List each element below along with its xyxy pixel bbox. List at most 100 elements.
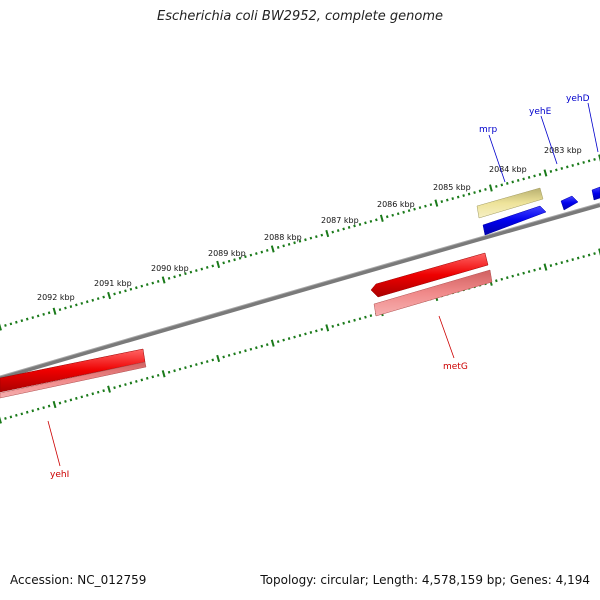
scale-label-2086: 2086 kbp [377, 200, 415, 209]
accession-text: Accession: NC_012759 [10, 573, 147, 587]
map-title: Escherichia coli BW2952, complete genome [157, 9, 443, 24]
outer-scale-minor-tick [342, 227, 345, 231]
outer-scale-minor-tick [347, 226, 351, 229]
gene-yehD-arrow[interactable] [591, 186, 600, 201]
inner-scale-minor-tick [500, 277, 504, 281]
inner-scale-minor-tick [331, 324, 335, 328]
inner-scale-minor-tick [25, 410, 29, 414]
leader-line-yehD [587, 102, 599, 153]
outer-scale-minor-tick [396, 212, 400, 216]
inner-scale-minor-tick [124, 383, 127, 386]
inner-scale-minor-tick [293, 335, 296, 339]
inner-scale-major-tick [598, 248, 600, 256]
inner-scale-minor-tick [522, 271, 525, 275]
inner-scale-minor-tick [282, 338, 285, 342]
inner-scale-minor-tick [184, 366, 187, 370]
inner-scale-minor-tick [495, 279, 498, 283]
genome-backbone-highlight [0, 202, 600, 377]
outer-scale-minor-tick [571, 164, 574, 167]
gene-label-yehD[interactable]: yehD [566, 94, 590, 104]
inner-scale-minor-tick [91, 392, 95, 396]
outer-scale-minor-tick [118, 290, 122, 294]
inner-scale-minor-tick [358, 317, 362, 321]
scale-label-2088: 2088 kbp [264, 233, 302, 242]
outer-scale-minor-tick [200, 267, 204, 271]
outer-scale-minor-tick [238, 256, 242, 260]
outer-scale-minor-tick [113, 292, 116, 296]
inner-scale-major-tick [107, 385, 111, 393]
inner-scale-major-tick [216, 354, 221, 363]
outer-scale-minor-tick [140, 284, 144, 288]
outer-scale-minor-tick [582, 161, 585, 164]
outer-scale-major-tick [161, 276, 166, 284]
scale-label-2089: 2089 kbp [208, 249, 246, 258]
outer-scale-minor-tick [358, 222, 362, 226]
outer-scale-minor-tick [315, 235, 318, 239]
outer-scale-minor-tick [484, 188, 487, 191]
inner-scale-major-tick [325, 324, 330, 332]
outer-scale-minor-tick [407, 209, 411, 213]
inner-scale-minor-tick [233, 352, 236, 356]
outer-scale-minor-tick [424, 204, 427, 208]
inner-tick-scale [0, 248, 600, 424]
gene-label-yehI[interactable]: yehI [50, 470, 69, 480]
gene-metG-arrow[interactable] [370, 252, 489, 298]
inner-scale-minor-tick [15, 413, 18, 417]
outer-scale-minor-tick [69, 305, 73, 308]
inner-scale-minor-tick [129, 381, 133, 385]
outer-scale-minor-tick [336, 229, 340, 232]
outer-scale-minor-tick [265, 249, 269, 252]
inner-scale-minor-tick [304, 332, 307, 336]
inner-scale-minor-tick [222, 355, 225, 359]
outer-scale-minor-tick [309, 236, 313, 240]
inner-scale-minor-tick [205, 360, 209, 363]
cds-yehI-bar[interactable] [0, 361, 147, 399]
outer-scale-minor-tick [222, 261, 225, 265]
outer-scale-minor-tick [456, 195, 460, 199]
inner-scale-major-tick [543, 263, 548, 271]
gene-mrp-arrow[interactable] [482, 205, 547, 236]
outer-scale-minor-tick [184, 272, 187, 276]
inner-scale-minor-tick [118, 384, 122, 388]
outer-scale-minor-tick [440, 200, 444, 203]
outer-scale-major-tick [52, 307, 57, 315]
outer-scale-minor-tick [36, 314, 40, 318]
outer-scale-minor-tick [495, 185, 498, 188]
cds-mrp-bar[interactable] [476, 187, 544, 219]
inner-scale-minor-tick [42, 406, 45, 410]
inner-scale-minor-tick [287, 337, 291, 340]
scale-label-2087: 2087 kbp [321, 216, 359, 225]
gene-label-yehE[interactable]: yehE [529, 107, 552, 117]
outer-scale-minor-tick [85, 300, 89, 304]
outer-scale-minor-tick [298, 239, 302, 243]
outer-scale-minor-tick [195, 269, 198, 272]
inner-scale-minor-tick [353, 318, 356, 322]
outer-scale-minor-tick [124, 289, 127, 293]
inner-scale-major-tick [161, 370, 166, 378]
gene-yehE-arrow[interactable] [560, 195, 579, 211]
outer-scale-minor-tick [287, 242, 291, 246]
outer-scale-minor-tick [538, 173, 542, 176]
outer-scale-minor-tick [533, 174, 536, 178]
inner-scale-minor-tick [4, 417, 7, 420]
gene-label-metG[interactable]: metG [443, 362, 468, 372]
inner-scale-minor-tick [566, 259, 569, 263]
inner-scale-minor-tick [336, 323, 340, 327]
outer-scale-minor-tick [402, 210, 405, 214]
inner-scale-minor-tick [211, 358, 215, 362]
inner-scale-minor-tick [64, 400, 67, 403]
outer-scale-minor-tick [276, 245, 280, 249]
outer-scale-minor-tick [364, 221, 367, 225]
inner-scale-minor-tick [135, 380, 138, 383]
inner-scale-minor-tick [516, 273, 520, 277]
outer-scale-minor-tick [102, 295, 105, 299]
cds-metG-bar[interactable] [373, 269, 493, 317]
outer-scale-major-tick [216, 260, 221, 269]
leader-line-mrp [488, 134, 506, 183]
inner-scale-minor-tick [249, 347, 253, 351]
inner-scale-minor-tick [533, 268, 536, 272]
outer-scale-minor-tick [587, 159, 591, 163]
gene-label-mrp[interactable]: mrp [479, 125, 497, 135]
scale-label-2083: 2083 kbp [544, 146, 582, 155]
